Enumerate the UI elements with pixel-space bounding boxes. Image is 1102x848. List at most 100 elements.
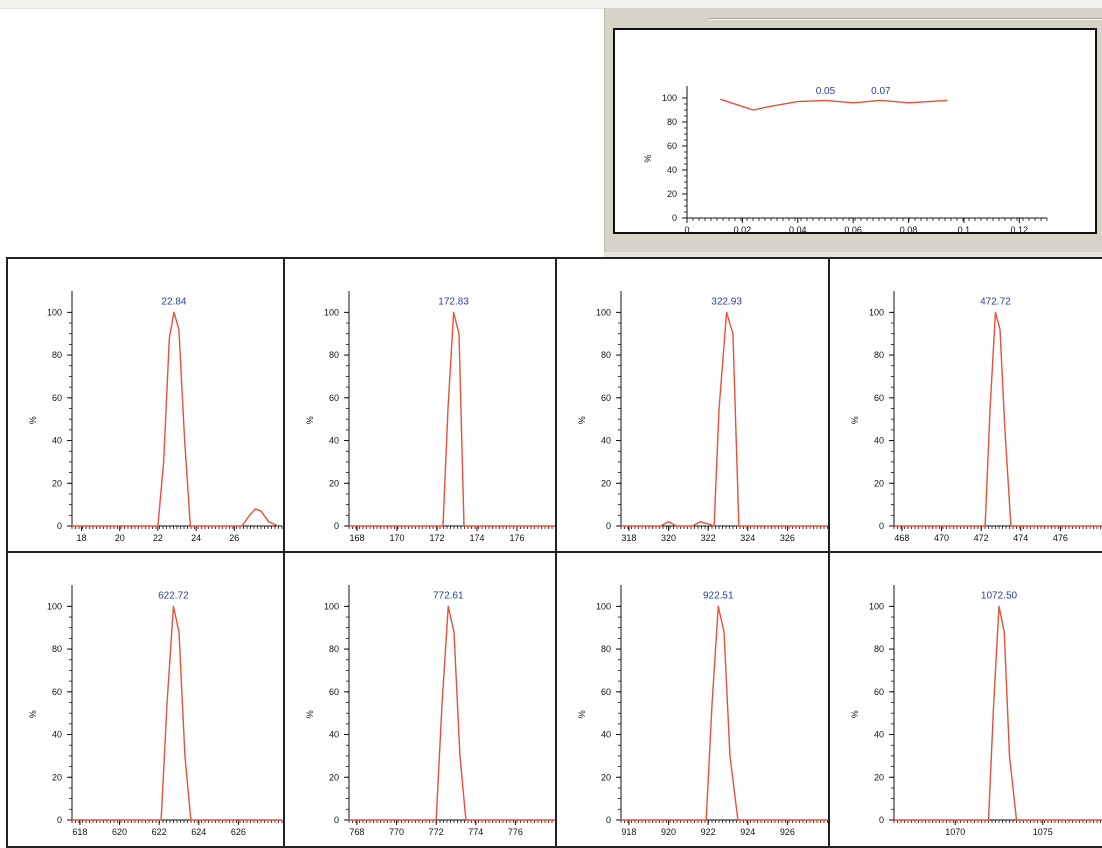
peak-panel-7: 918 920 922 924 926 0 20 40 60 80 100% 922.51 bbox=[557, 553, 830, 846]
peak-chart-1-y-tick-label: 40 bbox=[52, 436, 62, 446]
peak-chart-1-x-tick-label: 26 bbox=[229, 533, 239, 543]
peak-panel-3: 318 320 322 324 326 0 20 40 60 80 100% 322.93 bbox=[557, 259, 830, 553]
peak-chart-8-peak-label: 1072.50 bbox=[981, 590, 1018, 601]
peak-chart-3-y-tick-label: 60 bbox=[601, 393, 611, 403]
peak-chart-6-x-tick-label: 776 bbox=[508, 827, 523, 837]
peak-chart-2-y-axis-label: % bbox=[305, 416, 315, 424]
peak-chart-3-y-tick-label: 40 bbox=[601, 436, 611, 446]
peak-chart-5-peak-label: 622.72 bbox=[158, 590, 189, 601]
peak-chart-5-series-line bbox=[72, 605, 282, 821]
summary-chart-x-tick-label: 0 bbox=[684, 225, 689, 232]
peak-chart-5-y-tick-label: 0 bbox=[57, 815, 62, 825]
peak-panel-4: 468 470 472 474 476 0 20 40 60 80 100% 472.72 bbox=[830, 259, 1102, 553]
peak-chart-8-y-tick-label: 100 bbox=[869, 601, 884, 611]
peak-panel-2: 168 170 172 174 176 0 20 40 60 80 100% 172.83 bbox=[285, 259, 557, 553]
peak-chart-grid: 18 20 22 24 26 0 20 40 60 80 100% 22.84 168 170 172 17… bbox=[6, 257, 1102, 848]
summary-chart-x-tick-label: 0.04 bbox=[789, 225, 807, 232]
summary-chart-svg: 0 0.02 0.04 0.06 0.08 0.1 0.12 0 20 40 60 80 100% 0.0… bbox=[643, 86, 1048, 232]
peak-chart-6-x-tick-label: 768 bbox=[349, 827, 364, 837]
peak-chart-8-series-line bbox=[894, 605, 1102, 821]
summary-chart-y-tick-label: 80 bbox=[667, 117, 677, 127]
peak-chart-2-series-line bbox=[349, 311, 555, 527]
peak-chart-7-x-tick-label: 922 bbox=[701, 827, 716, 837]
peak-chart-2-x-tick-label: 174 bbox=[469, 533, 484, 543]
peak-chart-8-y-tick-label: 20 bbox=[874, 772, 884, 782]
peak-chart-5-x-tick-label: 626 bbox=[231, 827, 246, 837]
peak-chart-3-y-tick-label: 20 bbox=[601, 478, 611, 488]
peak-chart-2-y-tick-label: 100 bbox=[324, 307, 339, 317]
peak-chart-7-x-tick-label: 926 bbox=[780, 827, 795, 837]
peak-chart-1-x-tick-label: 22 bbox=[153, 533, 163, 543]
peak-chart-3-svg: 318 320 322 324 326 0 20 40 60 80 100% 322.93 bbox=[577, 291, 828, 543]
peak-chart-6-y-tick-label: 80 bbox=[329, 644, 339, 654]
peak-chart-7-y-axis-label: % bbox=[577, 710, 587, 718]
summary-chart-y-tick-label: 20 bbox=[667, 189, 677, 199]
peak-chart-3-x-tick-label: 324 bbox=[740, 533, 755, 543]
peak-chart-1-x-tick-label: 20 bbox=[115, 533, 125, 543]
peak-chart-6-x-tick-label: 774 bbox=[468, 827, 483, 837]
peak-chart-2-x-tick-label: 170 bbox=[389, 533, 404, 543]
peak-chart-6-y-tick-label: 20 bbox=[329, 772, 339, 782]
peak-chart-4-y-axis-label: % bbox=[850, 416, 860, 424]
peak-chart-6-y-axis-label: % bbox=[305, 710, 315, 718]
peak-panel-5: 618 620 622 624 626 0 20 40 60 80 100% 622.72 bbox=[8, 553, 285, 846]
window-bottom-strip bbox=[604, 252, 1102, 258]
peak-chart-4-y-tick-label: 60 bbox=[874, 393, 884, 403]
summary-chart-x-tick-label: 0.1 bbox=[958, 225, 971, 232]
peak-chart-1-x-tick-label: 24 bbox=[191, 533, 201, 543]
peak-chart-5-x-tick-label: 624 bbox=[191, 827, 206, 837]
summary-chart-annotation-label: 0.05 bbox=[816, 86, 836, 97]
peak-chart-8-x-tick-label: 1070 bbox=[945, 827, 965, 837]
peak-chart-2-y-tick-label: 60 bbox=[329, 393, 339, 403]
peak-chart-2-peak-label: 172.83 bbox=[438, 296, 469, 307]
peak-chart-6-y-tick-label: 100 bbox=[324, 601, 339, 611]
peak-chart-1-y-tick-label: 60 bbox=[52, 393, 62, 403]
peak-chart-2-svg: 168 170 172 174 176 0 20 40 60 80 100% 172.83 bbox=[305, 291, 555, 543]
summary-chart-y-tick-label: 0 bbox=[672, 213, 677, 223]
peak-chart-7-x-tick-label: 924 bbox=[740, 827, 755, 837]
peak-chart-3-x-tick-label: 326 bbox=[780, 533, 795, 543]
summary-chart-x-tick-label: 0.12 bbox=[1011, 225, 1029, 232]
summary-chart-y-axis-label: % bbox=[643, 155, 653, 163]
peak-chart-6-peak-label: 772.61 bbox=[433, 590, 464, 601]
peak-chart-1-y-tick-label: 80 bbox=[52, 350, 62, 360]
peak-panel-8: 1070 1075 0 20 40 60 80 100% 1072.50 bbox=[830, 553, 1102, 846]
peak-chart-5-y-tick-label: 40 bbox=[52, 730, 62, 740]
peak-chart-7-y-tick-label: 40 bbox=[601, 730, 611, 740]
peak-chart-1-x-tick-label: 18 bbox=[77, 533, 87, 543]
peak-chart-7-y-tick-label: 80 bbox=[601, 644, 611, 654]
peak-chart-7-y-tick-label: 0 bbox=[606, 815, 611, 825]
peak-chart-3-y-tick-label: 80 bbox=[601, 350, 611, 360]
peak-chart-4-y-tick-label: 100 bbox=[869, 307, 884, 317]
peak-chart-1-y-axis-label: % bbox=[28, 416, 38, 424]
peak-chart-8-y-tick-label: 60 bbox=[874, 687, 884, 697]
peak-chart-2-y-tick-label: 40 bbox=[329, 436, 339, 446]
peak-chart-7-y-tick-label: 60 bbox=[601, 687, 611, 697]
peak-panel-1: 18 20 22 24 26 0 20 40 60 80 100% 22.84 bbox=[8, 259, 285, 553]
peak-chart-3-x-tick-label: 318 bbox=[621, 533, 636, 543]
top-strip bbox=[0, 0, 1102, 9]
peak-chart-7-x-tick-label: 920 bbox=[661, 827, 676, 837]
peak-chart-2-x-tick-label: 176 bbox=[509, 533, 524, 543]
peak-chart-4-x-tick-label: 472 bbox=[974, 533, 989, 543]
peak-chart-3-x-tick-label: 320 bbox=[661, 533, 676, 543]
peak-chart-8-x-tick-label: 1075 bbox=[1033, 827, 1053, 837]
peak-chart-7-y-tick-label: 100 bbox=[596, 601, 611, 611]
peak-chart-6-svg: 768 770 772 774 776 0 20 40 60 80 100% 772.61 bbox=[305, 585, 555, 837]
summary-chart-y-tick-label: 40 bbox=[667, 165, 677, 175]
summary-chart-x-tick-label: 0.02 bbox=[734, 225, 752, 232]
peak-chart-7-svg: 918 920 922 924 926 0 20 40 60 80 100% 922.51 bbox=[577, 585, 828, 837]
peak-chart-2-x-tick-label: 172 bbox=[429, 533, 444, 543]
peak-chart-4-svg: 468 470 472 474 476 0 20 40 60 80 100% 472.72 bbox=[850, 291, 1102, 543]
peak-chart-4-y-tick-label: 20 bbox=[874, 478, 884, 488]
peak-chart-2-y-tick-label: 20 bbox=[329, 478, 339, 488]
summary-chart-panel: 0 0.02 0.04 0.06 0.08 0.1 0.12 0 20 40 60 80 100% 0.0… bbox=[613, 28, 1097, 234]
peak-chart-4-peak-label: 472.72 bbox=[980, 296, 1011, 307]
peak-chart-1-svg: 18 20 22 24 26 0 20 40 60 80 100% 22.84 bbox=[28, 291, 283, 543]
peak-chart-3-peak-label: 322.93 bbox=[711, 296, 742, 307]
peak-chart-3-x-tick-label: 322 bbox=[701, 533, 716, 543]
peak-chart-6-y-tick-label: 60 bbox=[329, 687, 339, 697]
peak-chart-3-series-line bbox=[621, 311, 828, 527]
peak-chart-5-x-tick-label: 620 bbox=[112, 827, 127, 837]
peak-chart-8-y-tick-label: 40 bbox=[874, 730, 884, 740]
